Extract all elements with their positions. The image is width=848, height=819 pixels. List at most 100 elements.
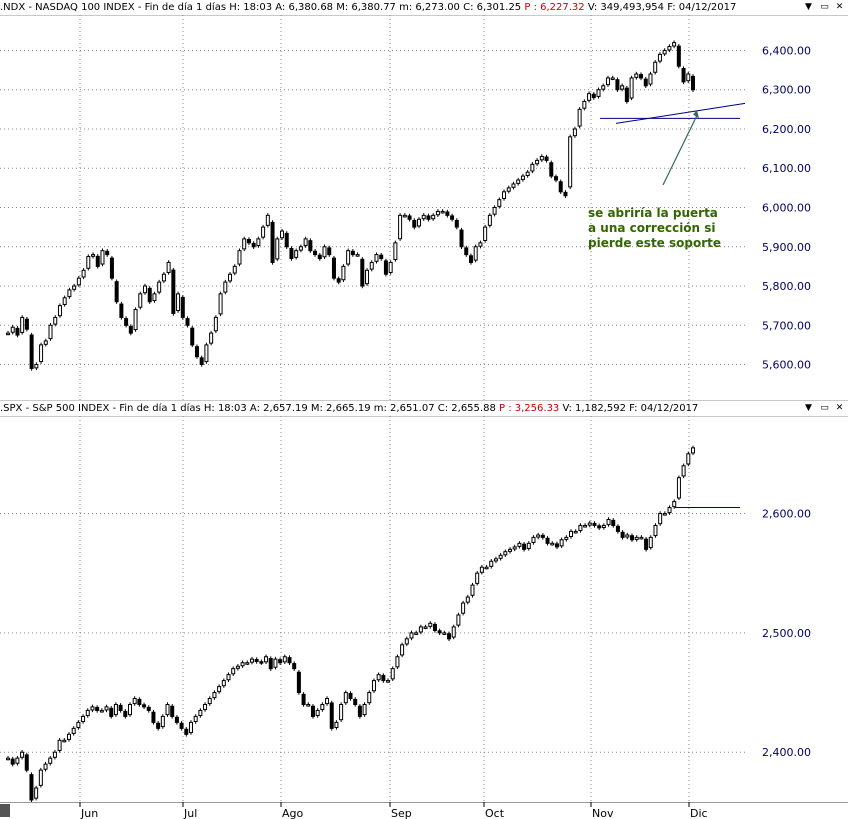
candle-body (475, 572, 480, 584)
candle-body (39, 344, 44, 363)
spx-grid (0, 416, 745, 802)
spx-y-axis: 2,400.00 2,500.00 2,600.00 (762, 508, 811, 760)
candle-body (57, 739, 62, 751)
candle-body (398, 214, 403, 240)
candle-body (190, 327, 195, 346)
candle-body (362, 703, 367, 716)
close-icon[interactable]: ✕ (835, 403, 844, 413)
candle-body (315, 709, 320, 717)
candle-body (421, 214, 426, 220)
candle-body (52, 751, 57, 758)
candle-body (127, 703, 132, 716)
candle-body (161, 273, 166, 282)
candle-body (423, 626, 428, 629)
candle-body (143, 285, 147, 294)
candle-body (124, 318, 129, 326)
candle-body (152, 293, 157, 302)
candle-body (228, 273, 233, 282)
candle-body (289, 248, 294, 260)
candle-body (237, 250, 242, 265)
candle-body (630, 535, 635, 541)
candle-body (502, 191, 507, 199)
candle-body (151, 711, 156, 723)
x-tick-label: Ago (282, 807, 304, 819)
y-tick-label: 6,300.00 (762, 84, 811, 97)
candle-body (322, 246, 327, 258)
candle-body (142, 704, 147, 708)
candle-body (203, 703, 208, 711)
candle-body (282, 656, 287, 663)
candle-body (221, 680, 226, 687)
candle-body (104, 706, 109, 711)
candle-body (48, 324, 53, 340)
candle-body (341, 265, 346, 281)
candle-body (506, 187, 511, 192)
candle-body (531, 536, 536, 543)
candle-body (90, 706, 95, 711)
candle-body (625, 534, 630, 538)
y-tick-label: 5,600.00 (762, 359, 811, 372)
candle-body (615, 79, 620, 91)
ndx-header-info: .NDX - NASDAQ 100 INDEX - Fin de día 1 d… (0, 2, 522, 13)
candle-body (371, 680, 376, 692)
candle-body (676, 45, 681, 67)
candle-body (287, 657, 292, 664)
close-icon[interactable]: ✕ (835, 2, 844, 12)
candle-body (81, 715, 86, 722)
x-tick-label: Dic (690, 807, 708, 819)
candle-body (180, 296, 185, 318)
candle-body (648, 536, 653, 549)
candle-body (310, 705, 315, 717)
candle-body (558, 181, 563, 193)
candle-body (76, 277, 81, 286)
candle-body (231, 668, 236, 675)
candle-body (606, 518, 611, 526)
candle-body (85, 709, 90, 717)
candle-body (662, 513, 667, 516)
pointer-arrowhead (693, 110, 699, 119)
minimize-icon[interactable]: ▼ (805, 2, 812, 12)
candle-body (156, 722, 161, 729)
candle-body (105, 250, 110, 256)
ndx-grid (0, 15, 745, 400)
candle-body (639, 74, 644, 79)
candle-body (146, 706, 151, 711)
spx-candles (6, 445, 695, 802)
candle-body (374, 254, 379, 262)
candle-body (464, 247, 469, 256)
maximize-icon[interactable]: ▭ (820, 403, 829, 413)
candle-body (517, 542, 522, 547)
candle-body (582, 101, 587, 109)
candle-body (648, 73, 653, 85)
candle-body (320, 703, 325, 711)
candle-body (294, 250, 299, 258)
candle-body (132, 698, 137, 705)
candle-body (440, 210, 445, 214)
candle-body (251, 242, 256, 248)
candle-body (503, 551, 508, 556)
candle-body (20, 751, 25, 758)
trend-line (615, 102, 746, 124)
candle-body (303, 238, 308, 247)
candle-body (213, 316, 218, 332)
candle-body (369, 261, 374, 270)
y-tick-label: 6,000.00 (762, 202, 811, 215)
candle-body (57, 305, 62, 317)
maximize-icon[interactable]: ▭ (820, 2, 829, 12)
candle-body (355, 254, 360, 257)
candle-body (611, 519, 616, 526)
candle-body (591, 93, 596, 99)
candle-body (442, 632, 447, 635)
annotation-line-3: pierde este soporte (588, 236, 721, 250)
candle-body (20, 316, 25, 333)
candle-body (554, 176, 558, 181)
candle-body (360, 258, 365, 287)
y-tick-label: 6,100.00 (762, 162, 811, 175)
minimize-icon[interactable]: ▼ (805, 403, 812, 413)
candle-body (672, 42, 677, 47)
scroll-left-button[interactable] (0, 804, 10, 817)
y-tick-label: 6,200.00 (762, 123, 811, 136)
candle-body (634, 73, 639, 78)
candle-body (508, 548, 513, 552)
candle-body (522, 543, 527, 550)
